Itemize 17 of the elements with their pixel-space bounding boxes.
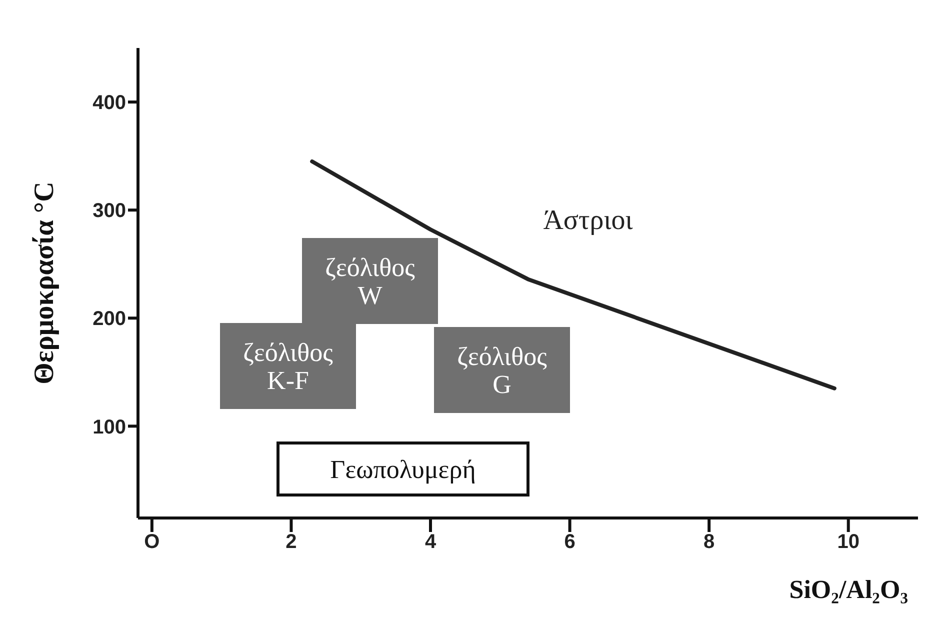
y-tick-label: 100 — [92, 416, 126, 438]
y-axis-title: Θερμοκρασία °C — [28, 182, 60, 384]
x-tick-label: 4 — [424, 531, 437, 554]
y-tick-label: 200 — [92, 308, 126, 330]
x-tick-label: 6 — [564, 531, 576, 554]
annotation: ζεόλιθος G — [457, 342, 548, 399]
x-tick-label: 2 — [286, 531, 297, 554]
y-tick-label: 400 — [92, 92, 126, 114]
y-tick-label: 300 — [92, 200, 126, 222]
x-tick-label: 8 — [704, 531, 715, 554]
annotation: Γεωπολυμερή — [330, 455, 476, 484]
x-tick-label: 10 — [837, 531, 860, 554]
annotation: ζεόλιθος W — [325, 253, 416, 310]
x-tick-label: O — [144, 531, 160, 554]
x-axis-title: SiO₂/Al₂O₃ — [789, 575, 908, 604]
annotation: ζεόλιθος K-F — [243, 338, 334, 395]
series-label: Άστριοι — [543, 205, 634, 236]
